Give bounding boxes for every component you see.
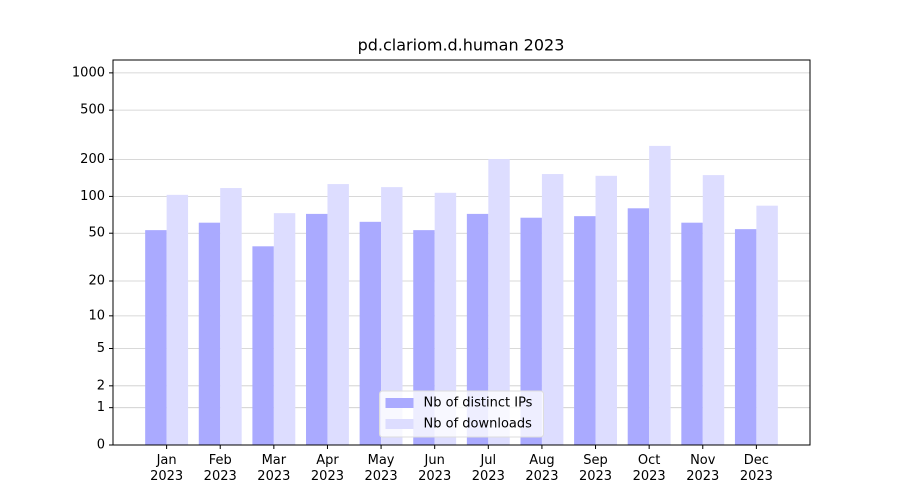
legend-box — [379, 390, 544, 438]
y-tick-label: 10 — [88, 308, 105, 323]
y-tick-label: 2 — [97, 378, 105, 393]
y-tick-label: 500 — [80, 103, 105, 118]
y-tick-label: 5 — [97, 341, 105, 356]
bar — [434, 192, 457, 445]
bar — [273, 213, 296, 445]
bar — [520, 217, 542, 445]
bar — [734, 229, 757, 445]
x-tick-label: Nov 2023 — [686, 453, 720, 484]
y-tick-label: 20 — [88, 274, 105, 289]
bar — [574, 216, 596, 445]
x-tick-label: Dec 2023 — [739, 453, 773, 484]
bar — [756, 205, 778, 445]
y-tick-label: 1000 — [72, 65, 105, 80]
bar — [541, 174, 564, 445]
x-tick-label: Jan 2023 — [150, 453, 184, 484]
legend-swatch — [385, 398, 414, 408]
x-tick-label: May 2023 — [364, 453, 398, 484]
x-tick-label: Aug 2023 — [525, 453, 559, 484]
legend-label: Nb of distinct IPs — [424, 396, 533, 411]
y-tick-label: 0 — [97, 438, 105, 453]
x-tick-label: Jul 2023 — [471, 453, 505, 484]
bar — [488, 159, 510, 445]
x-tick-label: Apr 2023 — [310, 453, 344, 484]
y-tick-label: 100 — [80, 189, 105, 204]
legend-label: Nb of downloads — [424, 417, 533, 432]
bar — [681, 222, 703, 445]
bar — [627, 208, 650, 445]
bar — [359, 221, 382, 445]
bar — [145, 230, 167, 445]
bar — [381, 187, 403, 445]
bar — [595, 175, 617, 445]
x-tick-label: Sep 2023 — [578, 453, 613, 484]
legend-swatch — [385, 419, 414, 429]
bar — [220, 188, 242, 445]
legend: Nb of distinct IPs Nb of downloads — [379, 390, 544, 438]
x-tick-label: Feb 2023 — [203, 453, 237, 484]
bar — [166, 194, 189, 445]
x-tick-label: Oct 2023 — [632, 453, 666, 484]
chart-title: pd.clariom.d.human 2023 — [358, 36, 565, 55]
y-tick-label: 50 — [88, 226, 105, 241]
bar — [198, 222, 221, 445]
bar — [702, 175, 725, 445]
x-tick-label: Jun 2023 — [418, 453, 452, 484]
bar — [306, 213, 328, 445]
y-tick-label: 200 — [80, 152, 105, 167]
bar — [466, 213, 489, 445]
plot-frame — [112, 59, 811, 446]
x-tick-label: Mar 2023 — [257, 453, 291, 484]
y-tick-label: 1 — [97, 400, 105, 415]
bar — [649, 145, 671, 445]
bar — [252, 246, 274, 445]
bar — [327, 184, 349, 446]
